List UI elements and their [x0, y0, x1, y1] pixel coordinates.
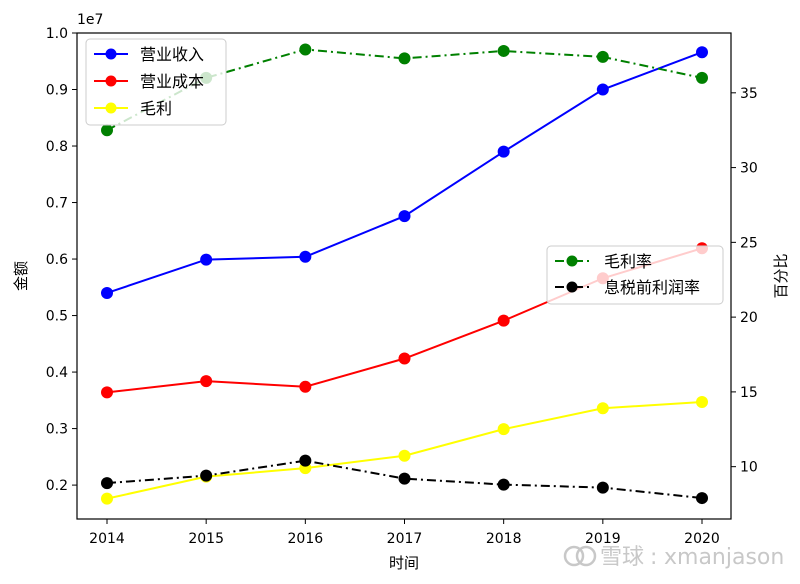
watermark-brand: 雪球: [600, 545, 644, 570]
x-axis: 2014 2015 2016 2017 2018 2019 2020: [89, 519, 720, 547]
right-y-tick-label: 30: [740, 161, 758, 177]
left-axis-offset-label: 1e7: [77, 12, 103, 28]
data-point: [101, 492, 113, 505]
left-y-tick-label: 0.7: [46, 196, 68, 212]
left-series-0: [101, 46, 708, 299]
right-y-tick-label: 15: [740, 385, 758, 401]
left-y-tick-label: 0.9: [46, 83, 68, 99]
legend-marker-revenue: [105, 48, 117, 60]
data-point: [497, 314, 510, 327]
legend-right: 毛利率 息税前利润率: [546, 245, 724, 305]
data-point: [696, 396, 708, 409]
snowball-logo-icon: [563, 545, 597, 567]
data-point: [200, 253, 213, 266]
legend-label-gross-margin: 毛利率: [604, 252, 652, 271]
data-point: [398, 52, 411, 65]
data-point: [200, 375, 213, 388]
data-point: [696, 46, 708, 59]
data-point: [101, 386, 113, 399]
data-point: [398, 472, 411, 485]
legend-label-cost: 营业成本: [140, 72, 204, 91]
data-point: [299, 43, 312, 56]
right-y-tick-label: 35: [740, 86, 758, 102]
left-y-tick-label: 1.0: [46, 26, 68, 42]
right-series-1: [101, 454, 708, 505]
legend-marker-cost: [105, 75, 117, 87]
x-tick-label: 2019: [585, 531, 621, 547]
x-tick-label: 2016: [288, 531, 324, 547]
data-point: [497, 145, 510, 158]
legend-marker-gross-profit: [105, 102, 117, 114]
data-point: [101, 477, 113, 490]
right-y-axis-label: 百分比: [772, 253, 790, 298]
right-y-tick-label: 20: [740, 310, 758, 326]
data-point: [596, 481, 609, 494]
left-y-axis-label: 金额: [12, 261, 30, 291]
data-point: [696, 492, 708, 505]
legend-label-revenue: 营业收入: [140, 45, 204, 64]
x-tick-label: 2014: [89, 531, 125, 547]
data-point: [101, 286, 113, 299]
watermark-separator: :: [650, 545, 657, 570]
legend-marker-ebit-margin: [566, 281, 578, 293]
legend-label-ebit-margin: 息税前利润率: [604, 278, 700, 297]
x-tick-label: 2020: [684, 531, 720, 547]
data-point: [200, 469, 213, 482]
x-tick-label: 2015: [188, 531, 224, 547]
data-point: [596, 50, 609, 63]
watermark: 雪球 : xmanjason: [563, 545, 784, 570]
left-y-tick-label: 0.5: [46, 309, 68, 325]
legend-label-gross-profit: 毛利: [140, 99, 172, 118]
x-axis-label: 时间: [389, 554, 419, 572]
data-point: [299, 454, 312, 467]
data-point: [398, 352, 411, 365]
data-point: [596, 402, 609, 415]
data-point: [398, 449, 411, 462]
left-y-tick-label: 0.3: [46, 422, 68, 438]
data-point: [398, 210, 411, 223]
watermark-user: xmanjason: [664, 545, 784, 570]
legend-marker-gross-margin: [566, 255, 578, 267]
left-y-tick-label: 0.2: [46, 478, 68, 494]
x-tick-label: 2018: [486, 531, 522, 547]
data-point: [299, 250, 312, 263]
legend-left: 营业收入 营业成本 毛利: [85, 38, 227, 126]
left-y-tick-label: 0.8: [46, 139, 68, 155]
left-y-axis: 0.2 0.3 0.4 0.5 0.6 0.7 0.8 0.9 1.0: [46, 26, 77, 494]
left-y-tick-label: 0.6: [46, 252, 68, 268]
data-point: [696, 71, 708, 84]
right-y-tick-label: 25: [740, 235, 758, 251]
left-y-tick-label: 0.4: [46, 365, 68, 381]
data-point: [497, 478, 510, 491]
right-y-tick-label: 10: [740, 460, 758, 476]
data-point: [101, 124, 113, 137]
right-y-axis: 10 15 20 25 30 35: [731, 86, 758, 476]
data-point: [497, 423, 510, 436]
data-point: [596, 83, 609, 96]
data-point: [299, 380, 312, 393]
data-point: [497, 44, 510, 57]
x-tick-label: 2017: [387, 531, 423, 547]
